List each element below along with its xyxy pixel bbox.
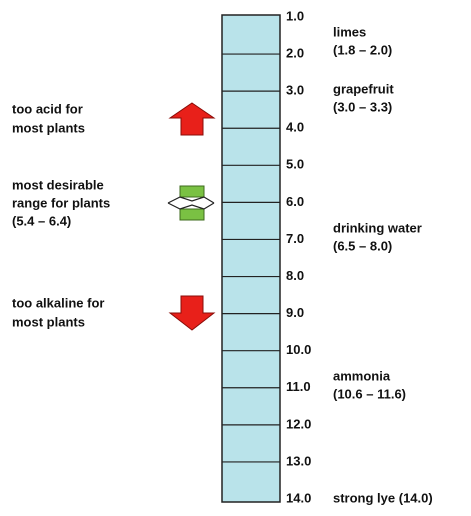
tick-label: 13.0 <box>286 453 311 468</box>
ph-scale-bar <box>221 14 281 503</box>
right-label: grapefruit <box>333 81 394 96</box>
left-note-line: most plants <box>12 120 85 135</box>
right-label-range: (3.0 – 3.3) <box>333 99 392 114</box>
tick-label: 12.0 <box>286 416 311 431</box>
left-note-line: most plants <box>12 314 85 329</box>
tick-label: 14.0 <box>286 490 311 505</box>
right-label-range: (10.6 – 11.6) <box>333 386 406 401</box>
left-note-line: too alkaline for <box>12 295 104 310</box>
tick-label: 4.0 <box>286 120 304 135</box>
right-label-range: (1.8 – 2.0) <box>333 42 392 57</box>
tick-labels: 1.0 2.0 3.0 4.0 5.0 6.0 7.0 8.0 9.0 10.0 11.0 12.0 1… <box>286 8 311 505</box>
tick-label: 3.0 <box>286 83 304 98</box>
tick-label: 10.0 <box>286 342 311 357</box>
tick-label: 8.0 <box>286 268 304 283</box>
alkaline-arrow <box>168 295 216 331</box>
right-label: limes <box>333 24 366 39</box>
right-label: drinking water <box>333 220 422 235</box>
tick-label: 5.0 <box>286 157 304 172</box>
tick-label: 1.0 <box>286 8 304 23</box>
left-note-line: (5.4 – 6.4) <box>12 213 71 228</box>
left-note-line: too acid for <box>12 101 83 116</box>
right-label: ammonia <box>333 368 391 383</box>
left-note-line: range for plants <box>12 195 110 210</box>
tick-label: 6.0 <box>286 194 304 209</box>
right-label: strong lye (14.0) <box>333 490 433 505</box>
tick-label: 7.0 <box>286 231 304 246</box>
tick-label: 11.0 <box>286 379 311 394</box>
tick-label: 9.0 <box>286 305 304 320</box>
scale-lines <box>222 53 280 463</box>
tick-label: 2.0 <box>286 46 304 61</box>
acid-arrow <box>168 102 216 136</box>
left-note-line: most desirable <box>12 177 104 192</box>
right-label-range: (6.5 – 8.0) <box>333 238 392 253</box>
desirable-arrow <box>167 185 215 221</box>
